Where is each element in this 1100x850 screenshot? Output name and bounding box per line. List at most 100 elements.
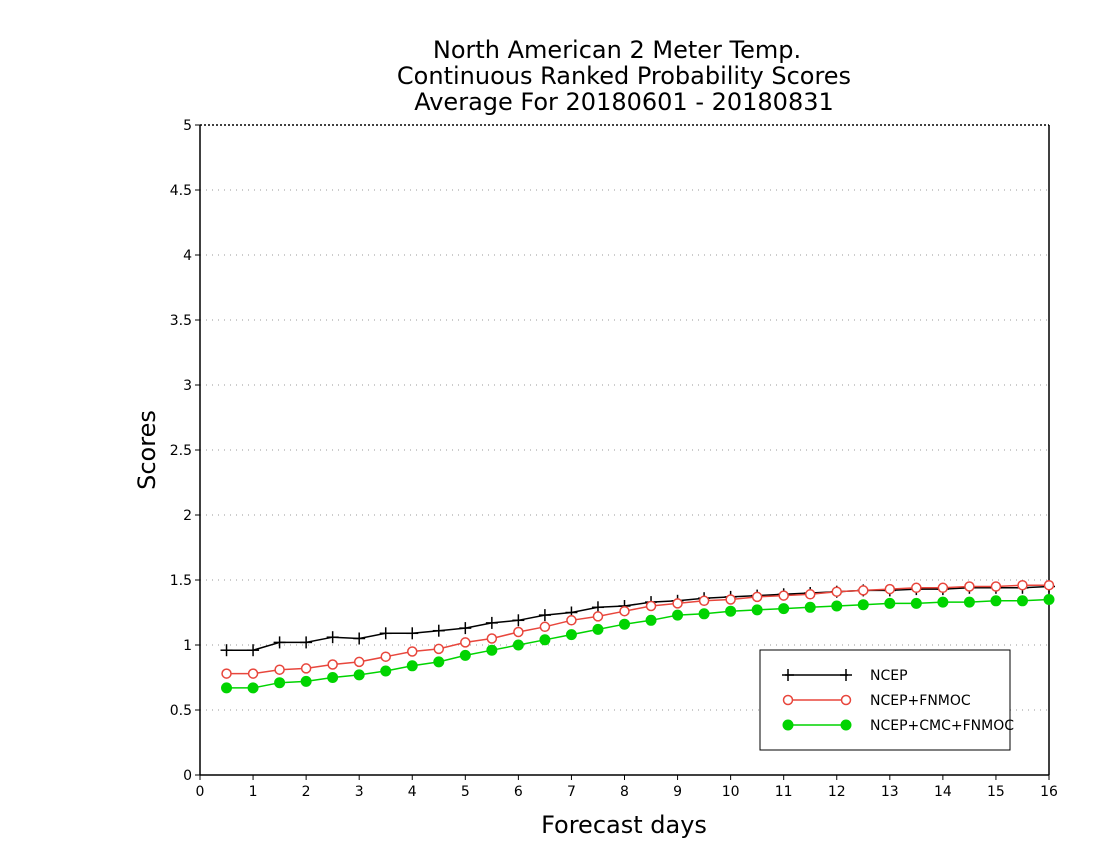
point-2-26 [910, 597, 922, 609]
point-1-17 [672, 598, 683, 609]
point-1-31 [1043, 579, 1055, 591]
point-0-2 [273, 636, 286, 649]
x-tick-label-14: 14 [934, 784, 952, 800]
point-2-11 [512, 639, 524, 651]
point-2-0 [221, 682, 233, 694]
point-1-0 [221, 668, 232, 679]
ticks: 00.511.522.533.544.550 1 2 3 4 5 6 7 8 9 10 11 12 13 1… [170, 118, 1058, 800]
y-tick-label-0: 0 [183, 768, 192, 784]
point-2-24 [857, 599, 869, 611]
point-0-10 [485, 616, 498, 629]
point-1-1 [247, 668, 259, 679]
point-2-6 [380, 665, 392, 677]
point-1-13 [566, 615, 577, 626]
point-0-0 [220, 644, 233, 657]
point-2-27 [937, 596, 949, 608]
y-tick-label-7: 3.5 [170, 313, 192, 329]
y-tick-label-3: 1.5 [170, 573, 192, 589]
x-tick-label-12: 12 [828, 784, 846, 800]
series [220, 579, 1055, 694]
point-0-3 [300, 636, 313, 649]
point-1-14 [592, 611, 604, 622]
legend-item-1: NCEP+FNMOC [782, 693, 971, 709]
point-2-5 [353, 669, 365, 681]
legend-marker-end-2 [840, 719, 852, 731]
point-1-18 [698, 595, 710, 607]
x-tick-label-8: 8 [620, 784, 629, 800]
point-2-8 [433, 656, 445, 668]
x-tick-label-13: 13 [881, 784, 899, 800]
x-tick-label-2: 2 [302, 784, 311, 800]
x-tick-label-16: 16 [1040, 784, 1058, 800]
point-1-9 [460, 637, 471, 648]
x-tick-label-7: 7 [567, 784, 576, 800]
legend-label-1: NCEP+FNMOC [870, 693, 971, 709]
legend-label-2: NCEP+CMC+FNMOC [870, 718, 1014, 734]
x-axis-label: Forecast days [541, 811, 707, 839]
point-1-11 [513, 626, 524, 638]
point-2-4 [327, 672, 339, 683]
point-1-24 [858, 585, 869, 596]
x-tick-label-15: 15 [987, 784, 1005, 800]
point-0-7 [406, 627, 419, 640]
point-2-18 [698, 608, 710, 620]
x-tick-label-11: 11 [775, 784, 793, 800]
y-tick-label-6: 3 [183, 378, 192, 394]
point-1-8 [433, 643, 445, 655]
point-1-26 [911, 582, 922, 594]
point-2-23 [831, 600, 843, 612]
point-1-3 [300, 663, 312, 674]
x-tick-label-6: 6 [514, 784, 523, 800]
title-line-3: Average For 20180601 - 20180831 [414, 88, 834, 116]
x-tick-label-1: 1 [249, 784, 258, 800]
point-2-25 [884, 597, 896, 609]
legend-marker-start-2 [782, 719, 794, 731]
point-1-25 [884, 583, 896, 595]
x-tick-label-0: 0 [196, 784, 205, 800]
point-2-31 [1043, 594, 1055, 605]
point-1-16 [645, 600, 657, 612]
point-1-7 [407, 646, 418, 657]
legend: NCEP NCEP+FNMOC NCEP+CMC+FNMOC [759, 649, 1014, 751]
point-1-6 [380, 651, 391, 662]
legend-item-2: NCEP+CMC+FNMOC [782, 718, 1014, 734]
point-0-5 [353, 632, 366, 645]
point-2-3 [300, 675, 312, 687]
x-tick-label-9: 9 [673, 784, 682, 800]
point-2-14 [592, 623, 604, 635]
point-2-17 [672, 609, 684, 621]
y-tick-label-5: 2.5 [170, 443, 192, 459]
y-tick-label-8: 4 [183, 248, 192, 264]
point-1-2 [274, 664, 285, 675]
point-1-5 [353, 656, 365, 668]
legend-item-0: NCEP [782, 668, 908, 684]
point-2-21 [778, 603, 790, 615]
y-tick-label-10: 5 [183, 118, 192, 134]
y-tick-label-4: 2 [183, 508, 192, 524]
point-0-9 [459, 622, 472, 635]
point-2-15 [619, 618, 630, 630]
x-tick-label-4: 4 [408, 784, 417, 800]
point-1-27 [937, 582, 949, 594]
title-line-1: North American 2 Meter Temp. [433, 36, 801, 64]
x-tick-label-5: 5 [461, 784, 470, 800]
chart-title: North American 2 Meter Temp. Continuous … [397, 36, 851, 116]
point-1-12 [539, 621, 551, 633]
point-0-12 [538, 609, 551, 622]
point-0-1 [247, 644, 260, 657]
x-tick-label-3: 3 [355, 784, 364, 800]
point-1-4 [327, 659, 338, 670]
point-1-20 [751, 591, 763, 603]
legend-marker-start-1 [782, 694, 794, 706]
legend-label-0: NCEP [870, 668, 908, 684]
y-tick-label-2: 1 [183, 638, 192, 654]
y-axis-label: Scores [133, 410, 161, 490]
point-1-29 [990, 581, 1002, 592]
y-tick-label-1: 0.5 [170, 703, 192, 719]
legend-marker-end-0 [840, 669, 852, 681]
series-2 [221, 594, 1055, 694]
point-2-9 [459, 649, 471, 661]
legend-marker-start-0 [782, 669, 794, 681]
point-2-13 [565, 629, 577, 641]
